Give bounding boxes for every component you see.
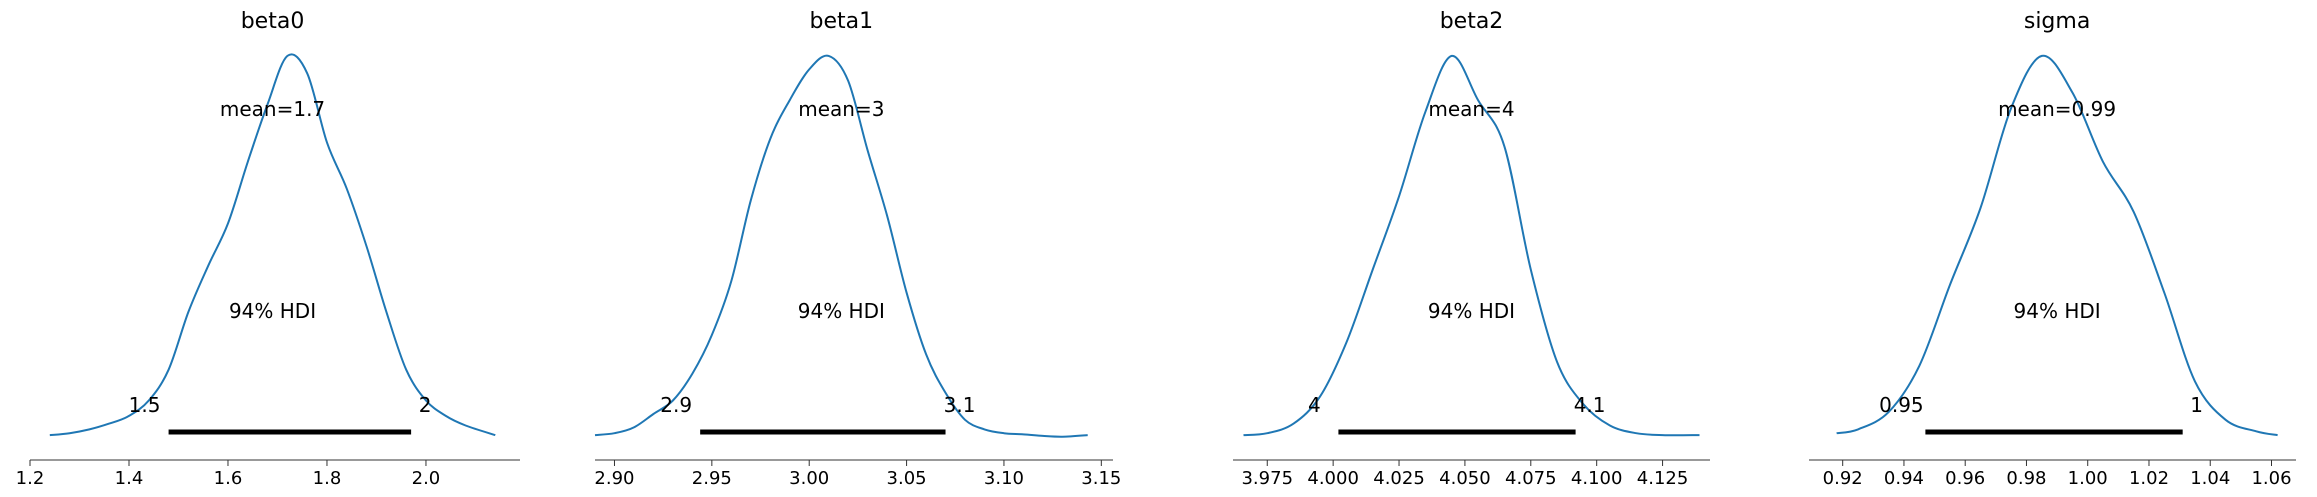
hdi-label: 94% HDI — [2014, 299, 2101, 323]
panel-beta1: 2.90 2.95 3.00 3.05 3.10 3.15 beta1 mean=3 94% H… — [594, 9, 1121, 489]
hdi-high-label: 2 — [419, 393, 432, 417]
x-tick-label: 3.05 — [887, 468, 927, 489]
hdi-label: 94% HDI — [229, 299, 316, 323]
x-tick-label: 4.025 — [1373, 468, 1425, 489]
mean-label: mean=1.7 — [220, 97, 325, 121]
x-tick-label: 1.8 — [313, 468, 342, 489]
x-tick-label: 4.100 — [1571, 468, 1623, 489]
x-tick-label: 4.125 — [1637, 468, 1689, 489]
x-tick-label: 2.95 — [692, 468, 732, 489]
hdi-low-label: 1.5 — [129, 393, 161, 417]
hdi-high-label: 1 — [2190, 393, 2203, 417]
x-tick-label: 2.90 — [594, 468, 634, 489]
x-tick-label: 0.98 — [2006, 468, 2046, 489]
x-tick-label: 1.02 — [2129, 468, 2169, 489]
hdi-label: 94% HDI — [798, 299, 885, 323]
mean-label: mean=0.99 — [1998, 97, 2116, 121]
x-tick-label: 1.2 — [16, 468, 45, 489]
panel-beta2: 3.975 4.000 4.025 4.050 4.075 4.100 4.125 beta2… — [1233, 9, 1710, 489]
x-tick-label: 3.15 — [1081, 468, 1121, 489]
panel-title: sigma — [2024, 9, 2090, 34]
x-tick-label: 2.0 — [412, 468, 441, 489]
mean-label: mean=3 — [798, 97, 884, 121]
x-tick-label: 1.04 — [2190, 468, 2230, 489]
x-tick-label: 1.00 — [2068, 468, 2108, 489]
x-tick-label: 4.000 — [1307, 468, 1359, 489]
x-tick-label: 3.10 — [984, 468, 1024, 489]
density-curve — [1243, 54, 1700, 437]
mean-label: mean=4 — [1428, 97, 1514, 121]
panel-sigma: 0.92 0.94 0.96 0.98 1.00 1.02 1.04 1.06 sigma mea… — [1809, 9, 2296, 489]
panel-beta0: 1.2 1.4 1.6 1.8 2.0 beta0 mean=1.7 94% HDI 1.5 2 — [16, 9, 520, 489]
x-tick-label: 0.92 — [1823, 468, 1863, 489]
density-curve — [594, 54, 1088, 438]
hdi-low-label: 0.95 — [1879, 393, 1924, 417]
x-tick-label: 4.050 — [1439, 468, 1491, 489]
x-tick-label: 3.975 — [1241, 468, 1293, 489]
x-tick-label: 0.96 — [1945, 468, 1985, 489]
x-tick-label: 1.6 — [214, 468, 243, 489]
x-tick-label: 3.00 — [789, 468, 829, 489]
hdi-high-label: 4.1 — [1574, 393, 1606, 417]
panel-title: beta1 — [810, 9, 874, 34]
density-curve — [49, 53, 496, 437]
x-tick-label: 1.4 — [115, 468, 144, 489]
x-tick-label: 1.06 — [2251, 468, 2291, 489]
hdi-high-label: 3.1 — [944, 393, 976, 417]
panel-title: beta2 — [1440, 9, 1504, 34]
hdi-label: 94% HDI — [1428, 299, 1515, 323]
x-tick-label: 0.94 — [1884, 468, 1924, 489]
density-curve — [1836, 54, 2278, 437]
hdi-low-label: 4 — [1308, 393, 1321, 417]
panel-title: beta0 — [241, 9, 305, 34]
hdi-low-label: 2.9 — [660, 393, 692, 417]
x-tick-label: 4.075 — [1505, 468, 1557, 489]
